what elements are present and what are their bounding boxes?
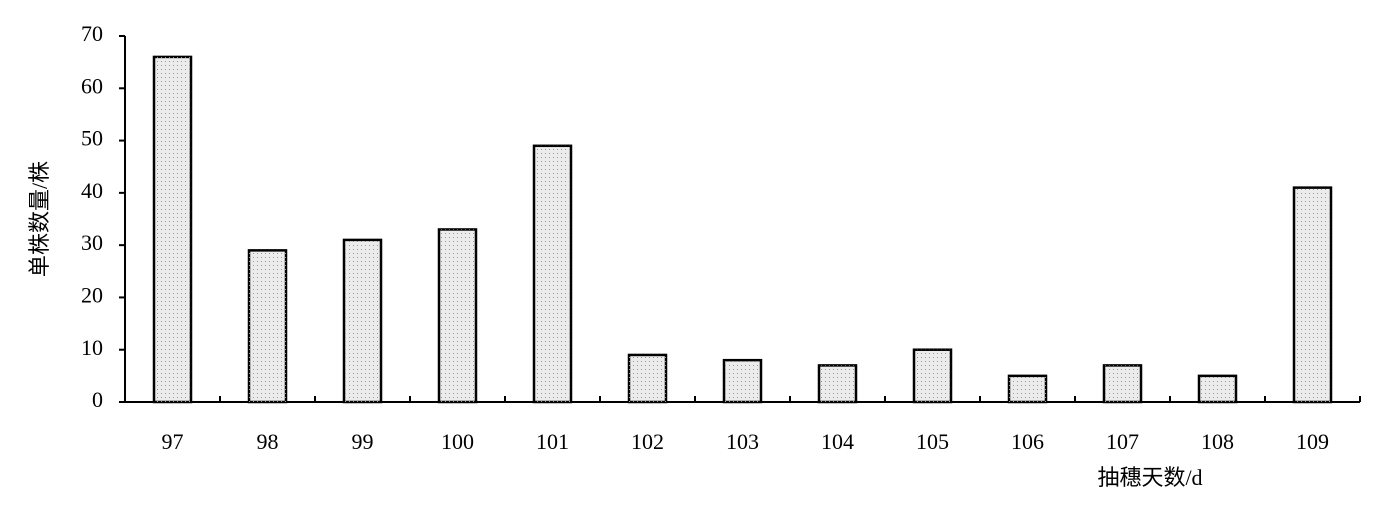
x-tick-label: 100 xyxy=(441,429,474,454)
bar-texture xyxy=(1199,375,1236,402)
bar-texture xyxy=(629,354,666,402)
x-tick-label: 97 xyxy=(162,429,184,454)
bar-texture xyxy=(249,250,286,402)
y-tick-label: 50 xyxy=(81,126,103,151)
bar-texture xyxy=(1294,187,1331,402)
y-tick-label: 60 xyxy=(81,73,103,98)
y-tick-label: 70 xyxy=(81,21,103,46)
x-tick-label: 99 xyxy=(352,429,374,454)
y-tick-label: 30 xyxy=(81,230,103,255)
bar-texture xyxy=(1104,365,1141,402)
bar-texture xyxy=(819,365,856,402)
x-tick-label: 108 xyxy=(1201,429,1234,454)
x-tick-label: 102 xyxy=(631,429,664,454)
y-axis-label: 单株数量/株 xyxy=(27,161,52,277)
bar-texture xyxy=(534,145,571,403)
x-tick-label: 109 xyxy=(1296,429,1329,454)
y-tick-label: 10 xyxy=(81,335,103,360)
x-tick-label: 98 xyxy=(257,429,279,454)
bar-texture xyxy=(1009,375,1046,402)
y-tick-label: 40 xyxy=(81,178,103,203)
bar-texture xyxy=(439,229,476,402)
bar-texture xyxy=(344,239,381,402)
x-tick-label: 106 xyxy=(1011,429,1044,454)
x-tick-label: 101 xyxy=(536,429,569,454)
x-tick-label: 104 xyxy=(821,429,854,454)
bar-texture xyxy=(914,349,951,402)
x-tick-label: 105 xyxy=(916,429,949,454)
bar-texture xyxy=(724,360,761,402)
x-axis-label: 抽穗天数/d xyxy=(1097,465,1202,490)
y-tick-label: 20 xyxy=(81,282,103,307)
x-tick-label: 103 xyxy=(726,429,759,454)
x-tick-label: 107 xyxy=(1106,429,1139,454)
bar-texture xyxy=(154,56,191,403)
y-tick-label: 0 xyxy=(92,387,103,412)
